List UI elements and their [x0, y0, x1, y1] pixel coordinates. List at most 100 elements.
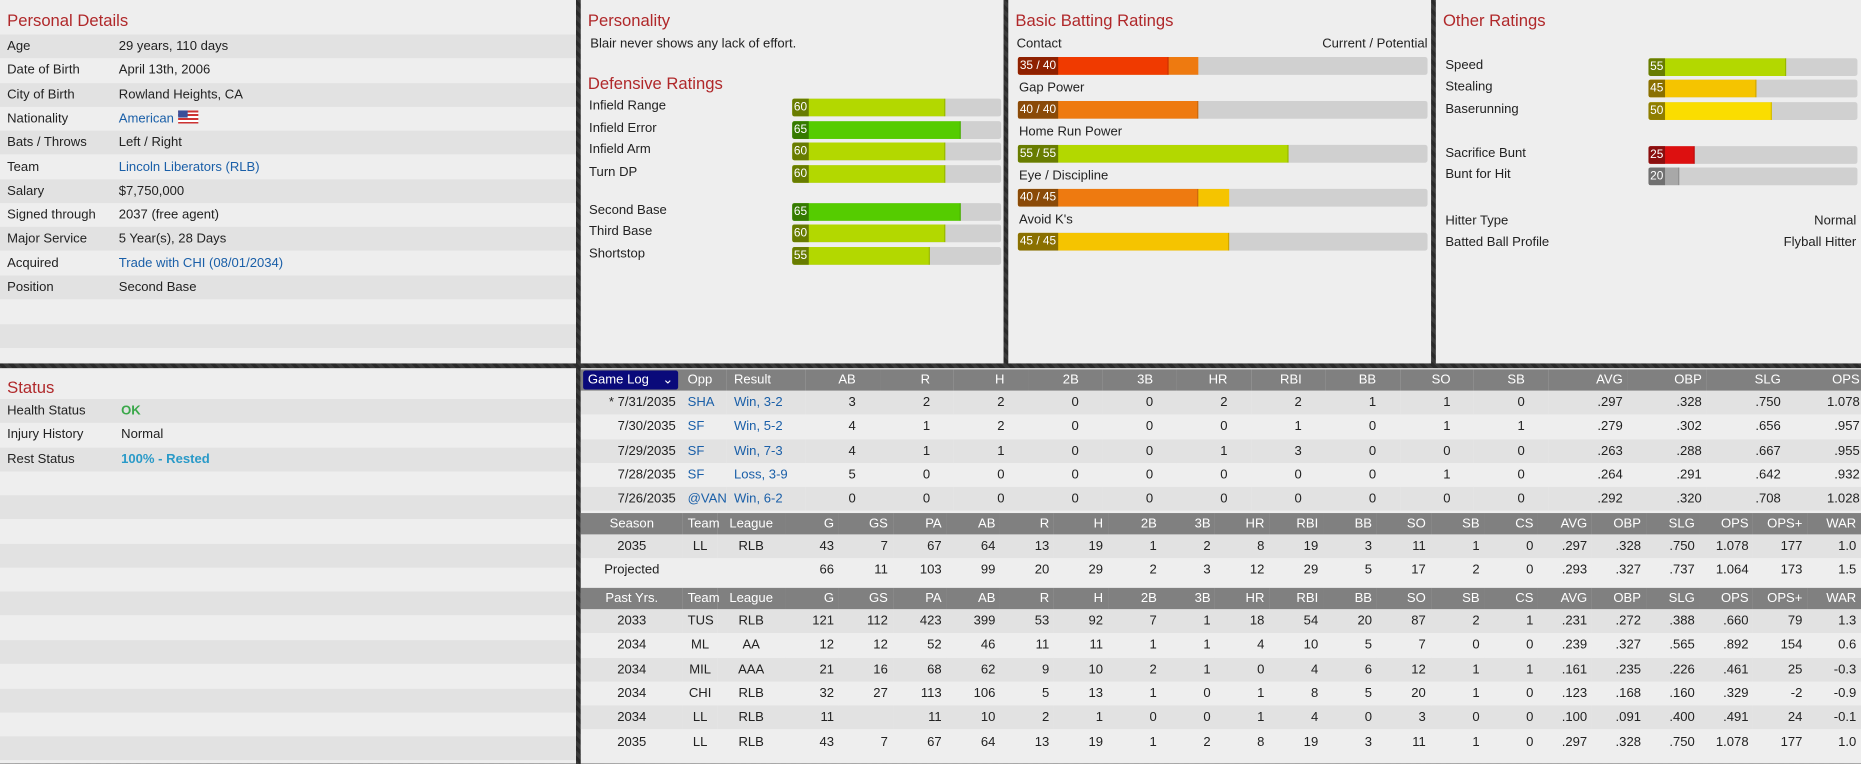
status-row: Health Status OK	[0, 399, 576, 423]
stat-cell: 0	[1399, 438, 1475, 464]
game-log-row: 7/28/2035 SF Loss, 3-9 5 0 0 0 0 0 0 0 1 0.264.291.6…	[580, 463, 1861, 488]
stat-cell: 1	[1430, 657, 1485, 682]
batting-label: Eye / Discipline	[1018, 168, 1109, 183]
column-header: OPS+	[1753, 513, 1808, 535]
column-header: H	[1053, 587, 1108, 610]
personal-value[interactable]: Lincoln Liberators (RLB)	[119, 155, 260, 179]
personal-value: $7,750,000	[119, 179, 184, 203]
personal-label: Position	[7, 280, 54, 295]
stat-cell: .291	[1627, 463, 1707, 488]
stat-cell: 154	[1753, 633, 1808, 658]
status-row	[0, 688, 576, 713]
current-fill	[792, 203, 962, 221]
opponent-link[interactable]: SF	[680, 463, 727, 488]
rating-badge: 45	[1648, 79, 1666, 98]
stat-cell: 0	[879, 487, 954, 512]
result-link[interactable]: Win, 3-2	[726, 390, 806, 415]
opponent-link[interactable]: @VAN	[680, 487, 727, 512]
other-rating-bar: 20	[1648, 167, 1858, 186]
column-header: OBP	[1591, 513, 1646, 535]
stat-cell: .288	[1627, 438, 1707, 464]
personal-row: Age 29 years, 110 days	[0, 34, 576, 59]
personal-label: Team	[7, 159, 40, 174]
stat-cell: 13	[1000, 729, 1054, 754]
opponent-link[interactable]: SF	[680, 414, 727, 439]
stat-cell: .565	[1645, 633, 1700, 658]
stat-cell: 1	[1161, 657, 1216, 682]
result-link[interactable]: Win, 5-2	[726, 414, 806, 439]
stat-cell: .297	[1548, 390, 1628, 415]
column-header: PA	[892, 587, 947, 610]
game-log-row: 7/30/2035 SF Win, 5-2 4 1 2 0 0 0 1 0 1 1.279.302.65…	[580, 414, 1861, 439]
column-header: 2B	[1107, 587, 1162, 610]
stat-cell: 113	[892, 681, 947, 706]
season-cell: 2034	[580, 681, 683, 706]
stat-cell: .708	[1706, 487, 1786, 512]
column-header: 3B	[1102, 369, 1177, 391]
personality-text: Blair never shows any lack of effort.	[590, 36, 797, 52]
game-date: 7/30/2035	[580, 414, 681, 439]
stat-cell: .750	[1645, 534, 1700, 559]
stat-cell: 11	[1053, 633, 1108, 658]
column-header: AVG	[1538, 513, 1592, 535]
personal-value-text: Rowland Heights, CA	[118, 87, 243, 102]
stat-cell: 1.0	[1807, 534, 1861, 559]
stat-cell: 53	[1000, 609, 1054, 634]
rating-badge: 60	[792, 224, 809, 243]
result-link[interactable]: Loss, 3-9	[726, 463, 806, 488]
stat-cell: .400	[1645, 705, 1700, 730]
personal-value[interactable]: American	[119, 107, 199, 131]
status-label: Health Status	[7, 403, 86, 419]
column-header: SO	[1376, 513, 1431, 535]
season-table: Season Team League G GS PA AB R H 2B 3B HR RBI BB SO SB…	[580, 513, 1861, 583]
result-link[interactable]: Win, 6-2	[726, 487, 806, 512]
personal-value: April 13th, 2006	[119, 59, 211, 83]
stat-cell: AA	[717, 633, 786, 658]
stat-cell: 3	[1251, 438, 1326, 464]
stat-cell: .297	[1538, 729, 1592, 754]
personal-row: Acquired Trade with CHI (08/01/2034)	[0, 251, 576, 275]
personal-value[interactable]: Trade with CHI (08/01/2034)	[119, 251, 283, 275]
stat-cell: 54	[1269, 609, 1323, 634]
personal-value-text: 29 years, 110 days	[118, 39, 229, 54]
stat-cell: LL	[682, 729, 718, 754]
column-header: Team	[682, 587, 720, 610]
personal-value-text: Lincoln Liberators (RLB)	[118, 159, 260, 174]
column-header: AB	[946, 513, 1001, 535]
batting-rating-bar: 45 / 45	[1017, 232, 1428, 251]
stat-cell: 0	[1251, 487, 1326, 512]
status-row	[0, 495, 576, 520]
stat-cell: 0	[879, 463, 954, 488]
opponent-link[interactable]: SF	[680, 438, 727, 464]
opponent-link[interactable]: SHA	[680, 390, 727, 415]
stat-cell: 17	[1376, 558, 1431, 583]
personal-label: Age	[7, 39, 31, 54]
stat-cell: 4	[805, 414, 880, 439]
personal-value-text: 5 Year(s), 28 Days	[118, 232, 227, 247]
current-fill	[1017, 188, 1199, 207]
defense-label: Infield Error	[589, 121, 657, 136]
stat-cell: 0	[1102, 414, 1177, 439]
column-header: Opp	[680, 369, 727, 391]
column-header: RBI	[1269, 513, 1323, 535]
column-header: AB	[805, 369, 880, 391]
current-fill	[792, 165, 946, 183]
stat-cell: 20	[1000, 558, 1054, 583]
stat-cell: 2	[1430, 609, 1485, 634]
stat-cell: 24	[1753, 705, 1808, 730]
stat-cell: 112	[838, 609, 893, 634]
stat-cell: RLB	[717, 534, 786, 559]
stat-cell: 106	[946, 681, 1001, 706]
personal-label: Bats / Throws	[7, 135, 87, 150]
stat-cell: .293	[1538, 558, 1592, 583]
stat-cell: 0	[1251, 463, 1326, 488]
status-value: 100% - Rested	[121, 452, 210, 467]
game-log-dropdown[interactable]: Game Log ⌄	[583, 370, 679, 390]
personal-row: Signed through 2037 (free agent)	[0, 203, 576, 227]
result-link[interactable]: Win, 7-3	[726, 438, 806, 464]
other-rating-label: Speed	[1445, 58, 1484, 73]
personal-value-text: April 13th, 2006	[118, 63, 211, 78]
game-date: 7/29/2035	[580, 438, 681, 464]
past-row: 2034 MIL AAA 21 16 68 62 9 10 2 1 0 4 6 12 1 1.161.235.2…	[580, 657, 1861, 682]
column-header: R	[1000, 587, 1054, 610]
